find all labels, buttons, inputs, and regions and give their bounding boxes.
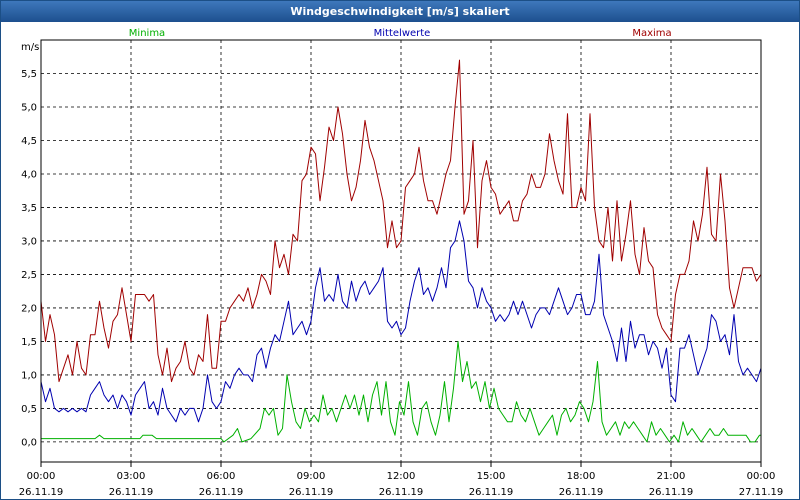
y-tick-label: 0,0 (21, 437, 37, 448)
x-tick-date: 26.11.19 (559, 487, 604, 498)
legend-min: Minima (129, 28, 165, 39)
y-tick-label: 2,5 (21, 270, 37, 281)
y-tick-label: 1,0 (21, 370, 37, 381)
x-tick-time: 09:00 (297, 471, 326, 482)
series-line-min (41, 340, 761, 443)
x-tick-date: 26.11.19 (379, 487, 424, 498)
y-tick-label: 4,5 (21, 136, 37, 147)
axis-labels: 0,0 0,5 1,0 1,5 2,0 2,5 3,0 3,5 4,0 4,5 5,0 5,5 00:0… (19, 28, 784, 498)
x-tick-time: 00:00 (747, 471, 776, 482)
y-tick-label: 3,5 (21, 203, 37, 214)
y-tick-label: 3,0 (21, 236, 37, 247)
x-tick-time: 12:00 (387, 471, 416, 482)
wind-speed-chart: 0,0 0,5 1,0 1,5 2,0 2,5 3,0 3,5 4,0 4,5 5,0 5,5 00:0… (19, 28, 784, 498)
x-tick-time: 21:00 (657, 471, 686, 482)
series-line-avg (40, 220, 762, 423)
y-tick-label: 0,5 (21, 404, 37, 415)
y-axis-unit: m/s (21, 42, 39, 53)
grid-lines (41, 40, 761, 462)
y-tick-label: 2,0 (21, 303, 37, 314)
legend-max: Maxima (632, 28, 671, 39)
window-title: Windgeschwindigkeit [m/s] skaliert (1, 1, 799, 22)
x-tick-date: 26.11.19 (199, 487, 244, 498)
x-tick-date: 27.11.19 (739, 487, 784, 498)
x-tick-time: 00:00 (27, 471, 56, 482)
y-tick-label: 5,5 (21, 69, 37, 80)
x-tick-time: 18:00 (567, 471, 596, 482)
y-tick-label: 4,0 (21, 169, 37, 180)
x-tick-date: 26.11.19 (649, 487, 694, 498)
x-tick-date: 26.11.19 (19, 487, 64, 498)
axes (40, 39, 762, 467)
x-tick-time: 03:00 (117, 471, 146, 482)
plot-frame (40, 39, 762, 463)
series-lines (40, 59, 762, 443)
x-tick-date: 26.11.19 (469, 487, 514, 498)
x-tick-date: 26.11.19 (289, 487, 334, 498)
x-tick-time: 15:00 (477, 471, 506, 482)
y-tick-label: 1,5 (21, 337, 37, 348)
y-tick-label: 5,0 (21, 102, 37, 113)
series-line-max (40, 59, 762, 383)
legend-avg: Mittelwerte (374, 28, 431, 39)
x-tick-date: 26.11.19 (109, 487, 154, 498)
x-tick-time: 06:00 (207, 471, 236, 482)
